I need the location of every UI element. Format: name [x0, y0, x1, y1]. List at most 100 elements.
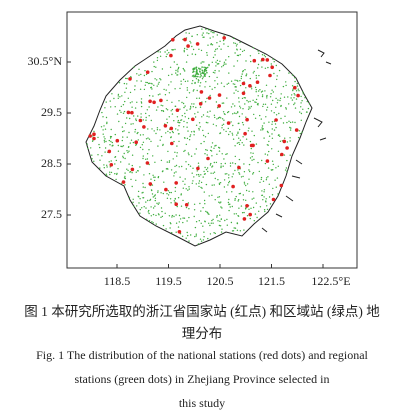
regional-station: [227, 45, 229, 48]
regional-station: [110, 128, 112, 131]
regional-station: [198, 68, 201, 70]
caption-line: stations (green dots) in Zhejiang Provin…: [74, 372, 330, 386]
regional-station: [236, 142, 239, 144]
national-station: [296, 93, 300, 98]
regional-station: [277, 193, 279, 195]
regional-station: [226, 97, 228, 99]
regional-station: [218, 45, 220, 47]
regional-station: [122, 145, 125, 147]
regional-station: [201, 71, 204, 74]
regional-station: [117, 150, 120, 152]
regional-station: [215, 125, 217, 127]
regional-station: [237, 90, 239, 93]
regional-station: [177, 226, 180, 228]
regional-station: [156, 127, 159, 129]
national-station: [92, 132, 96, 136]
regional-station: [153, 65, 155, 68]
regional-station: [154, 161, 156, 163]
regional-station: [237, 132, 239, 135]
regional-station: [188, 32, 190, 34]
regional-station: [218, 224, 221, 227]
regional-station: [220, 82, 223, 84]
regional-station: [130, 123, 132, 125]
regional-station: [192, 167, 194, 169]
regional-station: [175, 222, 178, 224]
regional-station: [141, 144, 143, 146]
regional-station: [150, 178, 152, 180]
regional-station: [114, 156, 117, 158]
regional-station: [169, 198, 172, 200]
regional-station: [214, 86, 216, 89]
regional-station: [115, 159, 118, 162]
regional-station: [214, 199, 216, 201]
national-station: [128, 77, 132, 81]
regional-station: [156, 85, 158, 87]
regional-station: [183, 106, 185, 109]
national-station: [92, 136, 96, 141]
regional-station: [252, 206, 255, 209]
regional-station: [217, 179, 219, 181]
regional-station: [194, 113, 196, 115]
regional-station: [275, 167, 277, 169]
national-station: [171, 37, 175, 42]
national-station: [88, 134, 92, 138]
regional-station: [264, 67, 267, 70]
regional-station: [123, 110, 126, 113]
regional-station: [104, 107, 106, 109]
regional-station: [178, 221, 180, 223]
regional-station: [212, 56, 215, 59]
regional-station: [148, 163, 150, 166]
regional-station: [189, 105, 192, 108]
regional-station: [243, 181, 246, 183]
regional-station: [211, 166, 213, 168]
regional-station: [212, 123, 215, 126]
national-station: [241, 81, 246, 86]
regional-station: [216, 118, 218, 120]
regional-station: [152, 222, 154, 224]
regional-station: [179, 108, 181, 110]
regional-station: [202, 32, 204, 34]
regional-station: [258, 52, 260, 55]
regional-station: [216, 59, 219, 62]
regional-station: [160, 104, 162, 107]
regional-station: [169, 227, 171, 229]
regional-station: [289, 140, 291, 142]
regional-station: [175, 164, 178, 167]
regional-station: [124, 122, 127, 125]
regional-station: [291, 99, 294, 101]
regional-station: [182, 180, 184, 182]
regional-station: [301, 131, 303, 133]
regional-station: [228, 177, 230, 179]
regional-station: [264, 162, 267, 165]
regional-station: [257, 50, 259, 52]
regional-station: [190, 107, 192, 109]
regional-station: [184, 116, 186, 118]
regional-station: [183, 120, 185, 123]
regional-station: [163, 88, 165, 91]
regional-station: [133, 205, 135, 207]
regional-station: [288, 120, 290, 123]
regional-station: [207, 66, 209, 69]
regional-station: [240, 77, 242, 80]
regional-station: [175, 231, 177, 233]
national-station: [175, 108, 180, 112]
regional-station: [290, 97, 292, 99]
regional-station: [203, 231, 205, 233]
regional-station: [221, 118, 224, 120]
national-station: [226, 121, 231, 125]
regional-station: [200, 181, 203, 184]
regional-station: [203, 61, 205, 63]
regional-station: [262, 180, 265, 182]
regional-station: [198, 79, 200, 82]
regional-station: [215, 61, 217, 63]
regional-station: [238, 199, 240, 201]
regional-station: [274, 85, 277, 88]
regional-station: [114, 106, 116, 108]
regional-station: [294, 121, 296, 124]
regional-station: [265, 198, 267, 200]
regional-station: [86, 143, 88, 145]
regional-station: [232, 113, 234, 115]
regional-station: [165, 228, 167, 230]
regional-station: [209, 85, 211, 88]
regional-station: [198, 97, 201, 99]
